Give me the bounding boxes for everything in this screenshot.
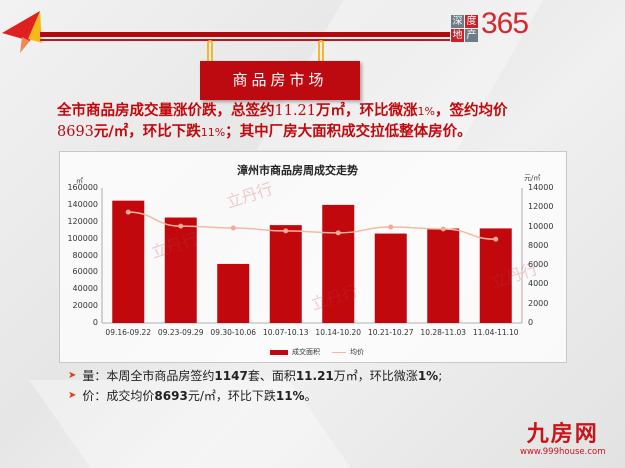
logo-number: 365 (481, 7, 529, 40)
left-axis-tick: 0 (92, 318, 98, 327)
bar-area (427, 228, 460, 323)
x-axis-label: 09.23-09.29 (157, 328, 204, 337)
right-axis-tick: 14000 (528, 183, 554, 192)
headline-text: ，签约均价 (434, 103, 508, 119)
bullet-volume: ➤ 量：本周全市商品房签约1147套、面积11.21万㎡，环比微涨1%; (68, 366, 442, 386)
chart-legend: 成交面积 均价 (270, 347, 364, 357)
left-axis-unit: ㎡ (76, 177, 83, 185)
price-point (230, 225, 236, 231)
arrow-bullet-icon: ➤ (68, 390, 77, 401)
bar-area (374, 233, 407, 323)
price-point (335, 230, 341, 236)
arrow-bullet-icon: ➤ (68, 370, 77, 381)
headline-summary: 全市商品房成交量涨价跌，总签约11.21万㎡，环比微涨1%，签约均价 8693元… (57, 101, 567, 143)
bar-area (269, 225, 302, 323)
x-axis-label: 11.04-11.10 (472, 328, 519, 337)
headline-number: 8693 (57, 124, 94, 140)
headline-number: 1% (417, 105, 435, 118)
bar-area (322, 204, 355, 323)
logo-cell: 地 (451, 29, 464, 42)
bar-area (164, 217, 197, 323)
x-axis-label: 10.14-10.20 (315, 328, 362, 337)
left-axis-tick: 120000 (67, 216, 98, 226)
footer-logo-name: 九房网 (526, 422, 599, 447)
bar-area (217, 263, 250, 323)
chart-title: 漳州市商品房周成交走势 (237, 164, 358, 177)
header-rail (40, 32, 450, 37)
logo-cell: 度 (465, 15, 478, 28)
summary-bullets: ➤ 量：本周全市商品房签约1147套、面积11.21万㎡，环比微涨1%; ➤ 价… (68, 366, 442, 406)
legend-bar-swatch (270, 349, 288, 355)
right-axis-tick: 10000 (528, 221, 554, 231)
x-axis-label: 09.30-10.06 (210, 328, 257, 337)
footer-logo-url: www.999house.com (520, 447, 606, 457)
right-axis-unit: 元/㎡ (524, 174, 541, 182)
bar-area (112, 200, 145, 323)
x-axis-label: 09.16-09.22 (105, 328, 152, 337)
left-axis-tick: 40000 (72, 284, 98, 294)
price-point (388, 224, 394, 230)
headline-text: 万㎡，环比微涨 (316, 103, 418, 119)
right-axis-tick: 12000 (528, 202, 554, 212)
price-point (125, 209, 131, 215)
right-axis-tick: 0 (528, 318, 534, 327)
right-axis-tick: 6000 (528, 260, 549, 270)
headline-number: 11% (200, 126, 226, 139)
legend-label: 成交面积 (292, 348, 320, 356)
paper-plane-icon (2, 11, 42, 53)
brand-logo-365: 深 度 地 产 365 (451, 6, 621, 44)
bullet-price: ➤ 价：成交均价8693元/㎡，环比下跌11%。 (68, 386, 442, 406)
bullet-text: 量：本周全市商品房签约1147套、面积11.21万㎡，环比微涨1%; (82, 369, 443, 383)
bar-area (479, 228, 512, 323)
price-point (283, 228, 289, 234)
bullet-text: 价：成交均价8693元/㎡，环比下跌11%。 (82, 389, 317, 403)
footer-logo-999house: 九房网 www.999house.com (520, 422, 606, 458)
right-axis-tick: 2000 (528, 298, 549, 308)
price-point (493, 236, 499, 242)
legend-line-swatch (332, 351, 346, 353)
chart-plot (101, 188, 523, 324)
section-title-sign: 商品房市场 (200, 61, 360, 100)
left-axis-tick: 80000 (72, 250, 98, 260)
x-axis-label: 10.07-10.13 (262, 328, 309, 337)
logo-cell: 产 (465, 29, 478, 42)
header-rail-thin (40, 39, 450, 41)
chart-panel: 漳州市商品房周成交走势 ㎡ 元/㎡ 160000 140000 120000 1000… (59, 151, 567, 363)
headline-text: ；其中厂房大面积成交拉低整体房价。 (225, 124, 472, 140)
left-axis-tick: 20000 (72, 301, 98, 311)
price-point (440, 226, 446, 232)
headline-text: 全市商品房成交量涨价跌，总签约 (57, 103, 275, 119)
right-axis-tick: 8000 (528, 240, 549, 250)
left-axis-tick: 140000 (67, 199, 98, 209)
left-axis-tick: 100000 (67, 233, 98, 243)
x-axis-label: 10.21-10.27 (367, 328, 414, 337)
headline-number: 11.21 (274, 103, 317, 119)
legend-label: 均价 (350, 348, 364, 356)
headline-text: 元/㎡，环比下跌 (93, 124, 201, 140)
price-point (178, 223, 184, 229)
left-axis-tick: 60000 (72, 267, 98, 277)
x-axis-label: 10.28-11.03 (420, 328, 467, 337)
logo-cell: 深 (451, 15, 464, 28)
right-axis-tick: 4000 (528, 279, 549, 289)
left-axis-tick: 160000 (67, 183, 98, 192)
